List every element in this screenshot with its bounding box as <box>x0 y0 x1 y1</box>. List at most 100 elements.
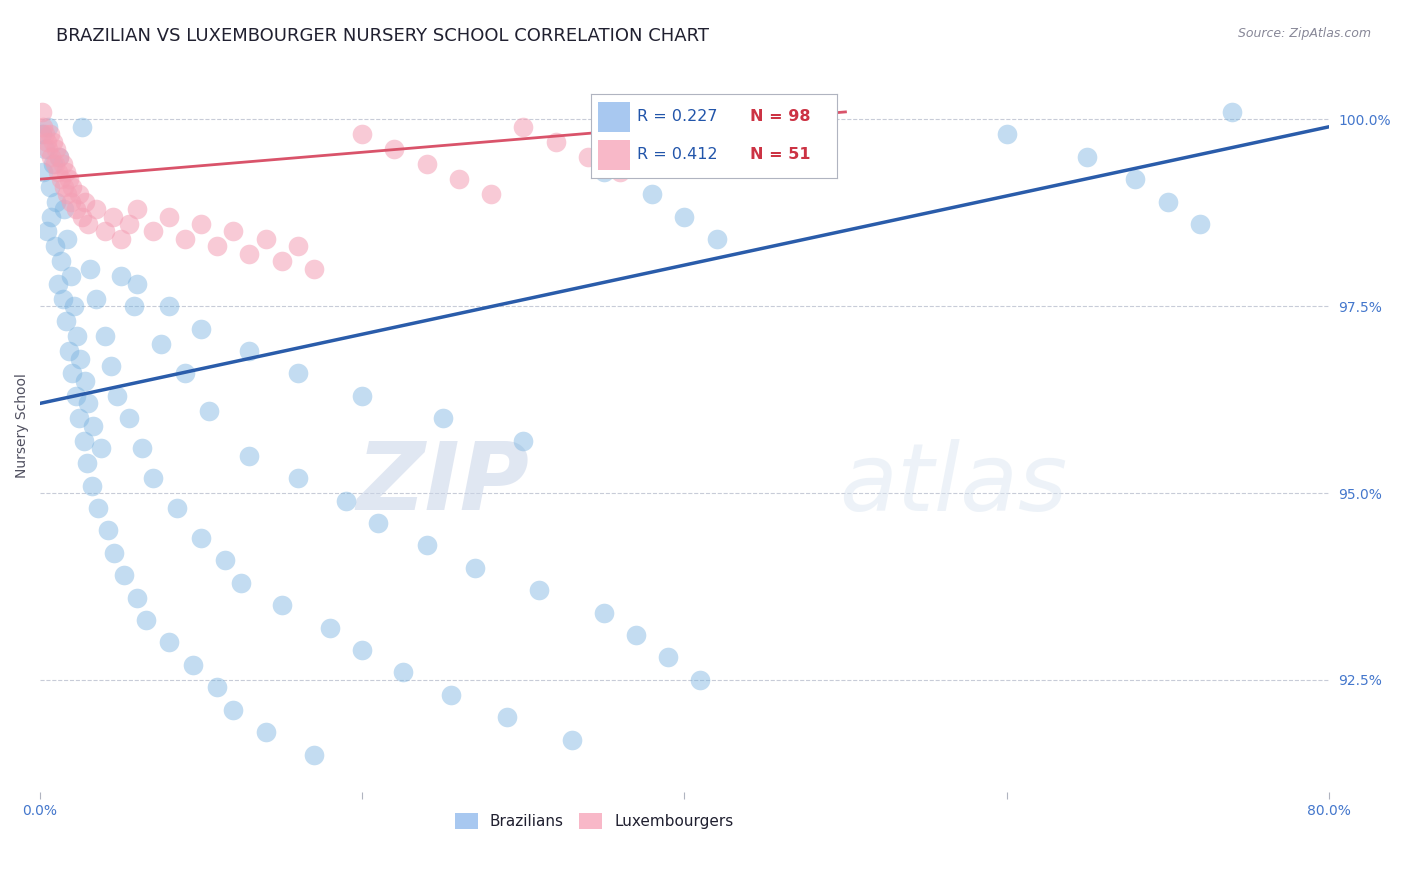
Point <box>90 441 112 455</box>
Point <box>65 389 87 403</box>
Point <box>32 164 55 178</box>
Point <box>1156 194 1178 209</box>
Point <box>45 194 67 209</box>
Point <box>287 471 309 485</box>
Point <box>352 643 374 657</box>
Point <box>352 128 374 142</box>
Point <box>270 598 292 612</box>
Point <box>415 157 437 171</box>
Point <box>673 210 696 224</box>
Point <box>44 239 66 253</box>
Point <box>157 210 180 224</box>
Point <box>657 650 679 665</box>
Point <box>75 374 97 388</box>
Point <box>86 292 108 306</box>
Point <box>52 292 75 306</box>
Point <box>190 217 212 231</box>
Point <box>110 269 132 284</box>
Point <box>59 194 82 209</box>
Text: atlas: atlas <box>839 439 1067 530</box>
Point <box>45 142 67 156</box>
Point <box>319 621 342 635</box>
Point <box>67 187 90 202</box>
Point <box>107 389 129 403</box>
Point <box>46 277 69 291</box>
Point <box>53 202 76 216</box>
Point <box>103 546 125 560</box>
Point <box>131 441 153 455</box>
Point <box>110 232 132 246</box>
Point <box>31 128 53 142</box>
Point <box>174 367 197 381</box>
Point <box>609 164 631 178</box>
Point <box>174 232 197 246</box>
Point <box>100 359 122 373</box>
Point <box>58 344 80 359</box>
Point <box>60 179 83 194</box>
Point <box>166 500 188 515</box>
Point <box>181 657 204 672</box>
Point <box>32 120 55 134</box>
Point <box>529 583 551 598</box>
Point <box>41 210 63 224</box>
Point <box>72 434 94 448</box>
Point <box>42 157 65 171</box>
Point <box>214 553 236 567</box>
Point <box>86 202 108 216</box>
Point <box>42 135 65 149</box>
Point <box>80 478 103 492</box>
Point <box>118 411 141 425</box>
Point <box>432 411 454 425</box>
Point <box>157 635 180 649</box>
Point <box>352 389 374 403</box>
Point <box>391 665 413 680</box>
Point <box>41 150 63 164</box>
Point <box>67 411 90 425</box>
Point <box>231 575 253 590</box>
Point <box>70 210 93 224</box>
Point <box>287 367 309 381</box>
Point <box>142 225 165 239</box>
Text: N = 51: N = 51 <box>751 147 811 162</box>
Point <box>512 434 534 448</box>
Point <box>101 210 124 224</box>
Point <box>37 142 59 156</box>
Point <box>995 128 1018 142</box>
Point <box>46 164 69 178</box>
Point <box>34 142 56 156</box>
Text: BRAZILIAN VS LUXEMBOURGER NURSERY SCHOOL CORRELATION CHART: BRAZILIAN VS LUXEMBOURGER NURSERY SCHOOL… <box>56 27 709 45</box>
Point <box>440 688 463 702</box>
Point <box>49 172 72 186</box>
Point <box>55 314 77 328</box>
Point <box>48 150 70 164</box>
Point <box>125 202 148 216</box>
Point <box>447 172 470 186</box>
Point <box>48 150 70 164</box>
Point <box>561 732 583 747</box>
Point <box>222 703 245 717</box>
Point <box>38 128 60 142</box>
Point <box>93 329 115 343</box>
Point <box>70 120 93 134</box>
Point <box>58 172 80 186</box>
Point <box>76 456 98 470</box>
Point <box>77 396 100 410</box>
Legend: Brazilians, Luxembourgers: Brazilians, Luxembourgers <box>449 807 740 836</box>
Text: R = 0.412: R = 0.412 <box>637 147 718 162</box>
Point <box>63 299 86 313</box>
Point <box>479 187 502 202</box>
Point <box>367 516 389 530</box>
Point <box>544 135 567 149</box>
Point <box>59 269 82 284</box>
Point <box>38 179 60 194</box>
Point <box>207 239 229 253</box>
Point <box>97 524 120 538</box>
Point <box>93 225 115 239</box>
Point <box>112 568 135 582</box>
Point <box>464 561 486 575</box>
Point <box>384 142 406 156</box>
Bar <box>598 103 630 132</box>
Point <box>198 404 221 418</box>
Point <box>576 150 599 164</box>
Text: Source: ZipAtlas.com: Source: ZipAtlas.com <box>1237 27 1371 40</box>
